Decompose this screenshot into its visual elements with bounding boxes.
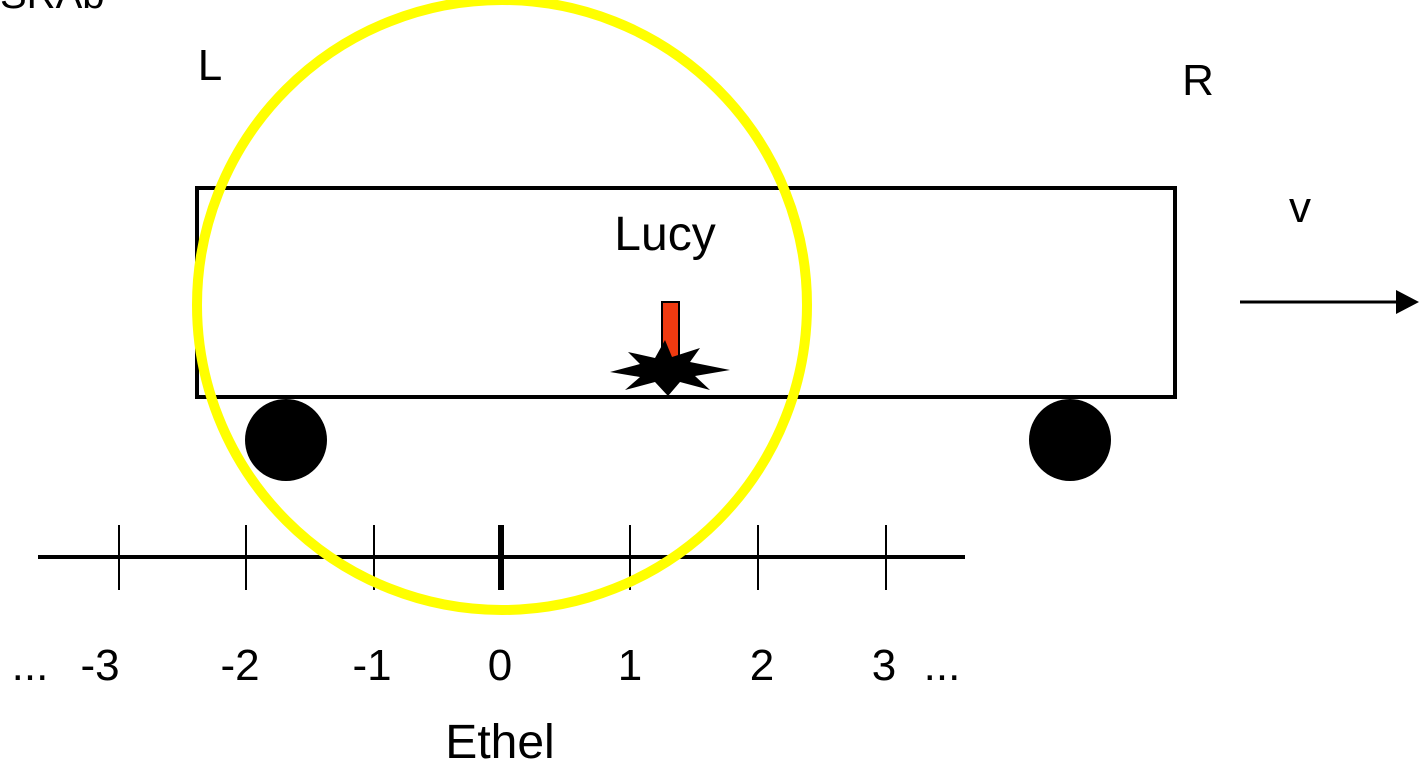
- tick-label: 1: [618, 641, 642, 690]
- tick-label: 2: [750, 641, 774, 690]
- arrow-head: [1396, 290, 1419, 314]
- title: SRAb: [0, 0, 105, 17]
- tick-label: -2: [220, 641, 259, 690]
- diagram: SRAb L R Lucy v Ethel ... -3 -2 -1 0 1 2…: [0, 0, 1419, 766]
- tick-label: -3: [80, 641, 119, 690]
- light-front: [197, 0, 807, 610]
- label-ethel: Ethel: [445, 716, 554, 766]
- tick-label: 3: [872, 641, 896, 690]
- label-right: R: [1182, 56, 1214, 105]
- ellipsis: ...: [924, 641, 961, 690]
- label-lucy: Lucy: [614, 208, 715, 261]
- ellipsis: ...: [12, 641, 49, 690]
- label-left: L: [198, 41, 222, 90]
- wheel: [1029, 399, 1111, 481]
- page: SRAb L R Lucy v Ethel ... -3 -2 -1 0 1 2…: [0, 0, 1419, 766]
- label-v: v: [1289, 183, 1311, 232]
- tick-label: 0: [488, 641, 512, 690]
- tick-label: -1: [352, 641, 391, 690]
- wheel: [245, 399, 327, 481]
